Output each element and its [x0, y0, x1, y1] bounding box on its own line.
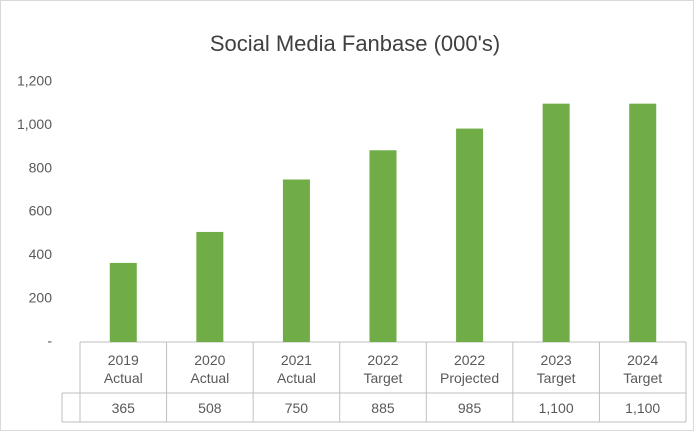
value-label: 750 — [284, 399, 309, 416]
y-tick-label: 800 — [29, 159, 53, 175]
y-tick-label: 600 — [29, 203, 53, 219]
y-tick-label: - — [47, 333, 52, 349]
value-label: 985 — [457, 399, 482, 416]
value-label: 508 — [198, 399, 222, 416]
value-label: 365 — [111, 399, 135, 416]
y-tick-label: 400 — [29, 246, 53, 262]
value-label: 1,100 — [625, 399, 661, 416]
y-tick-label: 1,000 — [17, 116, 52, 132]
category-label: 2022 Target — [363, 351, 403, 386]
bar — [109, 262, 137, 342]
category-label: 2024 Target — [623, 351, 663, 386]
category-label: 2023 Target — [536, 351, 576, 386]
bar — [629, 103, 657, 343]
bar — [196, 231, 224, 342]
bar — [456, 128, 484, 342]
bar — [369, 150, 397, 342]
value-label: 1,100 — [538, 399, 574, 416]
value-label: 885 — [371, 399, 395, 416]
category-label: 2019 Actual — [103, 351, 143, 386]
bar — [542, 103, 570, 343]
chart-title: Social Media Fanbase (000's) — [210, 31, 500, 56]
bar — [282, 179, 310, 342]
y-tick-label: 200 — [29, 289, 53, 305]
category-label: 2021 Actual — [276, 351, 316, 386]
y-tick-label: 1,200 — [17, 73, 52, 89]
category-label: 2020 Actual — [190, 351, 230, 386]
category-label: 2022 Projected — [439, 351, 500, 386]
